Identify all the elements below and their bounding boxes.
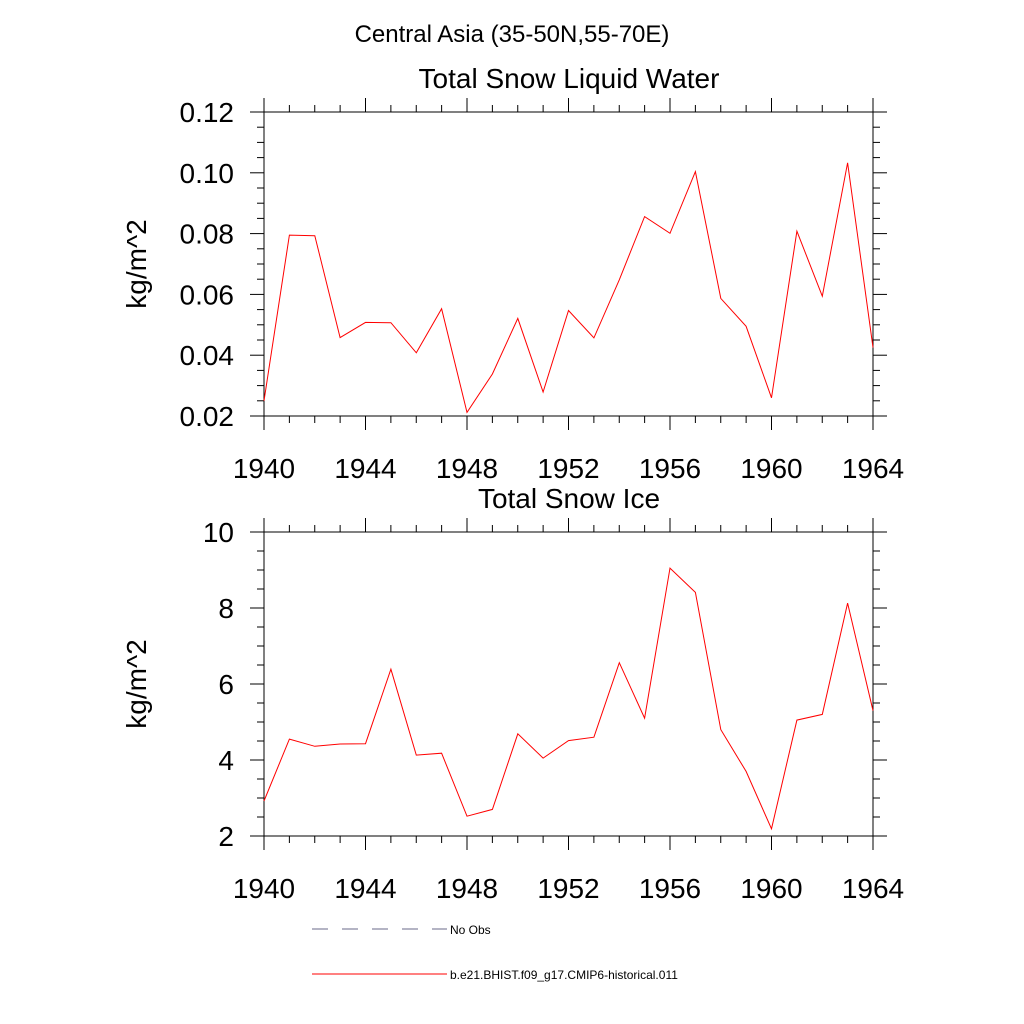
y-tick-label: 10	[203, 517, 234, 548]
x-tick-label: 1944	[334, 873, 396, 904]
x-tick-label: 1964	[842, 453, 904, 484]
y-tick-label: 0.04	[180, 340, 235, 371]
y-tick-label: 4	[218, 745, 234, 776]
x-tick-label: 1960	[740, 453, 802, 484]
x-tick-label: 1948	[436, 873, 498, 904]
y-tick-label: 0.06	[180, 279, 235, 310]
series-line	[263, 567, 874, 831]
x-tick-label: 1956	[639, 453, 701, 484]
x-tick-label: 1956	[639, 873, 701, 904]
x-tick-label: 1940	[233, 873, 295, 904]
legend-label: No Obs	[450, 923, 491, 937]
y-axis-label: kg/m^2	[121, 639, 152, 728]
y-tick-label: 0.02	[180, 401, 235, 432]
y-tick-label: 0.10	[180, 158, 235, 189]
chart-title: Total Snow Liquid Water	[419, 63, 720, 94]
x-tick-label: 1948	[436, 453, 498, 484]
x-tick-label: 1940	[233, 453, 295, 484]
y-tick-label: 6	[218, 669, 234, 700]
series-line	[263, 162, 874, 414]
legend-label: b.e21.BHIST.f09_g17.CMIP6-historical.011	[450, 968, 678, 982]
chart-title: Total Snow Ice	[478, 483, 660, 514]
panels: Total Snow Liquid Water 1940 1944 1948 1952 1…	[121, 63, 904, 904]
x-tick-label: 1944	[334, 453, 396, 484]
x-tick-label: 1952	[537, 873, 599, 904]
figure-title: Central Asia (35-50N,55-70E)	[355, 21, 670, 48]
y-tick-label: 0.08	[180, 219, 235, 250]
x-tick-label: 1964	[842, 873, 904, 904]
x-tick-label: 1952	[537, 453, 599, 484]
chart-panel-1: Total Snow Liquid Water 1940 1944 1948 1952 1…	[121, 63, 904, 484]
x-tick-label: 1960	[740, 873, 802, 904]
y-tick-label: 2	[218, 821, 234, 852]
legend: No Obs b.e21.BHIST.f09_g17.CMIP6-historic…	[312, 923, 678, 982]
y-tick-label: 8	[218, 593, 234, 624]
plot-frame	[263, 531, 874, 837]
y-axis-label: kg/m^2	[121, 219, 152, 308]
plot-frame	[263, 111, 874, 417]
y-tick-label: 0.12	[180, 97, 235, 128]
chart-panel-2: Total Snow Ice 1940 1944 1948 1952 1956 1960 19…	[121, 483, 904, 904]
